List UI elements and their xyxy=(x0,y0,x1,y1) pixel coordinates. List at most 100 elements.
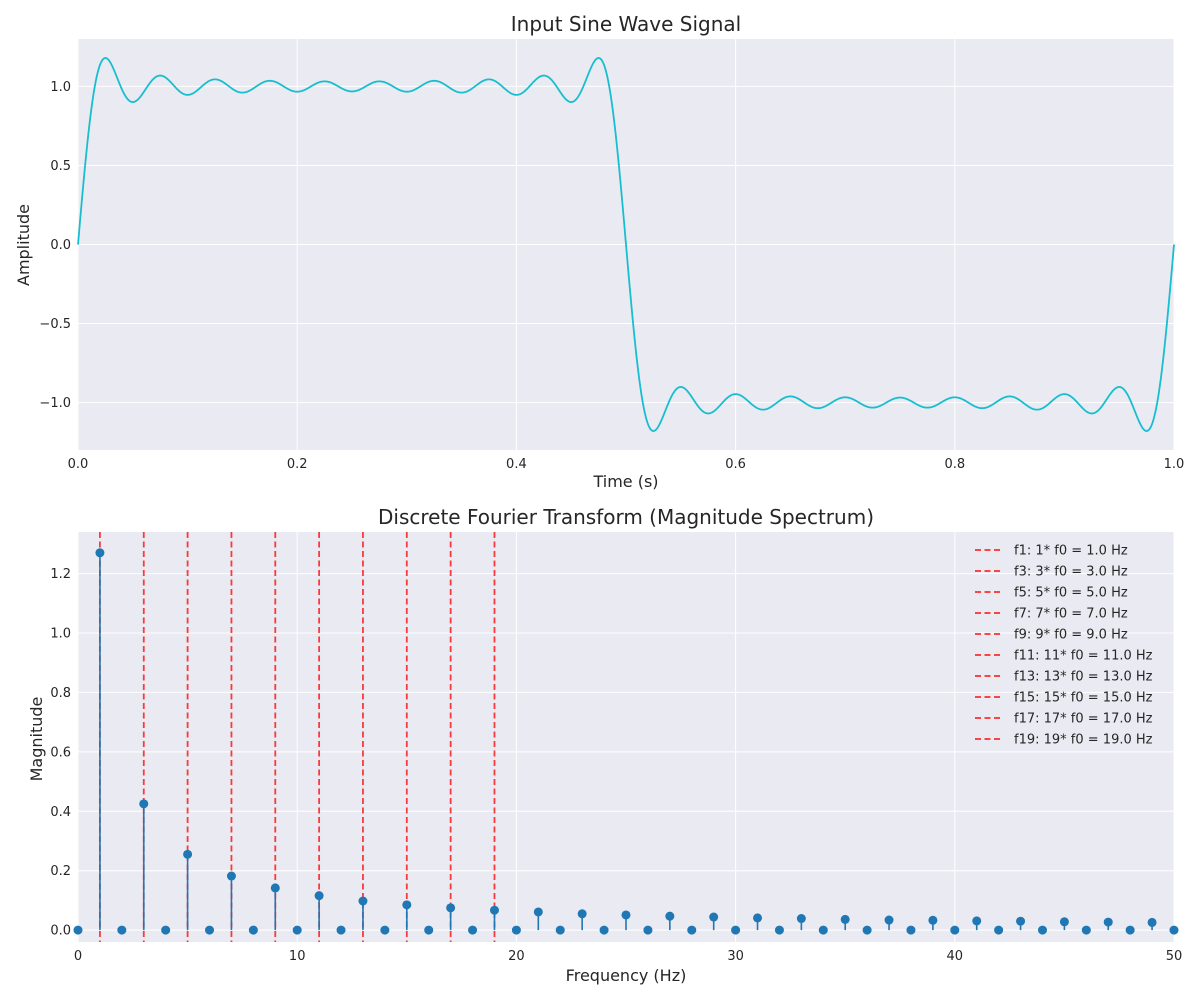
signal-chart: 0.0 0.2 0.4 0.6 0.8 1.0 1.0 0.5 0.0 −0.5 −1.0 Inp… xyxy=(14,12,1184,491)
spectrum-marker xyxy=(424,925,434,935)
spectrum-marker xyxy=(884,915,894,925)
signal-grid xyxy=(77,39,1175,450)
spectrum-marker xyxy=(840,914,850,924)
spectrum-marker xyxy=(818,925,828,935)
spectrum-marker xyxy=(183,849,193,859)
spectrum-y-tick-label: 0.6 xyxy=(50,745,71,760)
legend-label: f19: 19* f0 = 19.0 Hz xyxy=(1014,733,1153,748)
spectrum-marker xyxy=(1059,917,1069,927)
spectrum-marker xyxy=(1081,925,1091,935)
spectrum-marker xyxy=(774,925,784,935)
spectrum-marker xyxy=(796,914,806,924)
spectrum-marker xyxy=(358,896,368,906)
spectrum-chart-title: Discrete Fourier Transform (Magnitude Sp… xyxy=(378,505,874,529)
spectrum-y-tick-label: 0.2 xyxy=(50,864,71,879)
spectrum-marker xyxy=(380,925,390,935)
spectrum-marker xyxy=(687,925,697,935)
spectrum-marker xyxy=(1125,925,1135,935)
signal-x-tick-label: 0.8 xyxy=(944,457,965,472)
spectrum-legend: f1: 1* f0 = 1.0 Hz f3: 3* f0 = 3.0 Hz f5: … xyxy=(975,544,1153,748)
spectrum-marker xyxy=(226,871,236,881)
spectrum-marker xyxy=(621,910,631,920)
spectrum-marker xyxy=(292,925,302,935)
spectrum-marker xyxy=(599,925,609,935)
spectrum-x-tick-label: 30 xyxy=(727,949,744,964)
signal-x-tick-label: 0.2 xyxy=(287,457,308,472)
signal-y-tick-label: 0.5 xyxy=(50,159,71,174)
legend-label: f9: 9* f0 = 9.0 Hz xyxy=(1014,628,1128,643)
spectrum-marker xyxy=(336,925,346,935)
spectrum-marker xyxy=(270,883,280,893)
spectrum-marker xyxy=(1016,916,1026,926)
spectrum-x-tick-label: 10 xyxy=(289,949,306,964)
spectrum-plot-area xyxy=(78,532,1174,942)
spectrum-marker xyxy=(577,909,587,919)
spectrum-x-tick-label: 20 xyxy=(508,949,525,964)
spectrum-marker xyxy=(446,903,456,913)
spectrum-marker xyxy=(533,907,543,917)
spectrum-x-tick-label: 50 xyxy=(1166,949,1183,964)
signal-chart-title: Input Sine Wave Signal xyxy=(511,12,741,36)
spectrum-marker xyxy=(994,925,1004,935)
spectrum-marker xyxy=(139,799,149,809)
spectrum-marker xyxy=(248,925,258,935)
spectrum-chart: 0 10 20 30 40 50 0.0 0.2 0.4 0.6 0.8 1.0 1.2 f1: 1*… xyxy=(27,505,1182,985)
signal-x-axis-label: Time (s) xyxy=(592,472,658,491)
spectrum-marker xyxy=(1147,917,1157,927)
spectrum-marker xyxy=(205,925,215,935)
spectrum-marker xyxy=(862,925,872,935)
signal-x-tick-label: 0.4 xyxy=(506,457,527,472)
spectrum-marker xyxy=(73,925,83,935)
spectrum-marker xyxy=(489,905,499,915)
spectrum-marker xyxy=(511,925,521,935)
spectrum-marker xyxy=(468,925,478,935)
signal-line xyxy=(77,57,1175,432)
signal-y-axis-label: Amplitude xyxy=(14,204,33,286)
legend-label: f1: 1* f0 = 1.0 Hz xyxy=(1014,544,1128,559)
spectrum-y-ticks: 0.0 0.2 0.4 0.6 0.8 1.0 1.2 xyxy=(50,567,71,939)
spectrum-marker xyxy=(709,912,719,922)
spectrum-marker xyxy=(643,925,653,935)
spectrum-marker xyxy=(314,891,324,901)
spectrum-marker xyxy=(731,925,741,935)
spectrum-x-tick-label: 40 xyxy=(947,949,964,964)
spectrum-y-tick-label: 0.4 xyxy=(50,805,71,820)
legend-label: f17: 17* f0 = 17.0 Hz xyxy=(1014,712,1153,727)
signal-y-tick-label: −1.0 xyxy=(39,396,71,411)
spectrum-y-axis-label: Magnitude xyxy=(27,697,46,782)
signal-x-ticks: 0.0 0.2 0.4 0.6 0.8 1.0 xyxy=(68,457,1185,472)
spectrum-marker xyxy=(161,925,171,935)
spectrum-x-tick-label: 0 xyxy=(74,949,82,964)
spectrum-y-tick-label: 0.8 xyxy=(50,686,71,701)
legend-label: f7: 7* f0 = 7.0 Hz xyxy=(1014,607,1128,622)
signal-y-ticks: 1.0 0.5 0.0 −0.5 −1.0 xyxy=(39,80,71,411)
legend-label: f3: 3* f0 = 3.0 Hz xyxy=(1014,565,1128,580)
spectrum-marker xyxy=(665,911,675,921)
spectrum-marker xyxy=(402,900,412,910)
spectrum-x-axis-label: Frequency (Hz) xyxy=(566,966,687,985)
signal-x-tick-label: 1.0 xyxy=(1164,457,1185,472)
legend-label: f5: 5* f0 = 5.0 Hz xyxy=(1014,586,1128,601)
spectrum-marker xyxy=(1037,925,1047,935)
signal-y-tick-label: −0.5 xyxy=(39,317,71,332)
spectrum-stems xyxy=(73,548,1179,935)
spectrum-marker xyxy=(950,925,960,935)
spectrum-marker xyxy=(555,925,565,935)
legend-label: f15: 15* f0 = 15.0 Hz xyxy=(1014,691,1153,706)
spectrum-y-tick-label: 1.2 xyxy=(50,567,71,582)
spectrum-marker xyxy=(117,925,127,935)
legend-label: f13: 13* f0 = 13.0 Hz xyxy=(1014,670,1153,685)
signal-y-tick-label: 0.0 xyxy=(50,238,71,253)
spectrum-marker xyxy=(906,925,916,935)
signal-y-tick-label: 1.0 xyxy=(50,80,71,95)
spectrum-y-tick-label: 1.0 xyxy=(50,627,71,642)
spectrum-marker xyxy=(95,548,105,558)
spectrum-marker xyxy=(1103,917,1113,927)
spectrum-y-tick-label: 0.0 xyxy=(50,924,71,939)
signal-x-tick-label: 0.0 xyxy=(68,457,89,472)
spectrum-marker xyxy=(928,915,938,925)
spectrum-marker xyxy=(1169,925,1179,935)
spectrum-x-ticks: 0 10 20 30 40 50 xyxy=(74,949,1182,964)
spectrum-marker xyxy=(972,916,982,926)
